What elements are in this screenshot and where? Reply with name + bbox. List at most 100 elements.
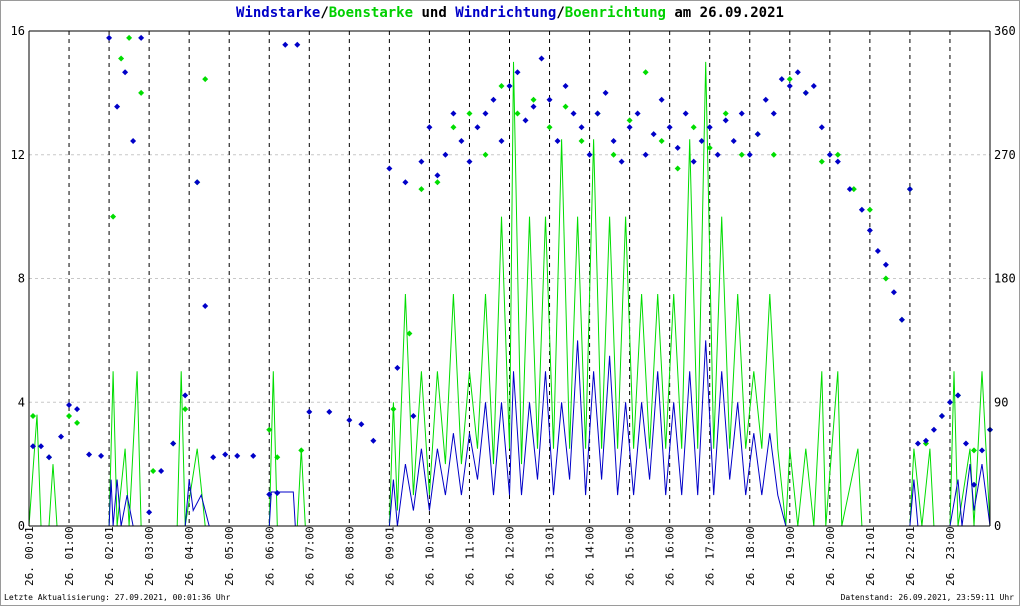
wind-direction-marker bbox=[970, 481, 977, 488]
wind-direction-marker bbox=[202, 303, 209, 309]
wind-direction-marker bbox=[514, 69, 521, 76]
y-left-tick-label: 0 bbox=[18, 519, 25, 533]
wind-direction-marker bbox=[194, 179, 201, 186]
gust-direction-marker bbox=[110, 213, 117, 220]
gust-direction-marker bbox=[834, 151, 841, 158]
wind-direction-marker bbox=[210, 454, 217, 461]
x-tick-label: 26. 11:00 bbox=[463, 526, 476, 586]
wind-direction-marker bbox=[46, 454, 53, 461]
gust-direction-marker bbox=[406, 330, 413, 337]
gust-direction-marker bbox=[66, 413, 73, 419]
y-right-tick-label: 0 bbox=[994, 519, 1001, 533]
wind-direction-marker bbox=[650, 131, 657, 138]
wind-direction-marker bbox=[938, 413, 945, 419]
x-tick-label: 26. 22:01 bbox=[904, 526, 917, 586]
wind-direction-marker bbox=[250, 452, 257, 459]
title-sep1: / bbox=[320, 5, 329, 21]
wind-direction-marker bbox=[146, 509, 153, 516]
gust-direction-marker bbox=[818, 158, 825, 165]
wind-direction-marker bbox=[626, 124, 633, 131]
wind-direction-marker bbox=[98, 452, 105, 459]
data-status-text: Datenstand: 26.09.2021, 23:59:11 Uhr bbox=[840, 593, 1014, 602]
grid-layer bbox=[29, 31, 990, 526]
gust-direction-marker bbox=[658, 138, 665, 144]
wind-direction-marker bbox=[818, 124, 825, 131]
x-tick-label: 26. 03:00 bbox=[143, 526, 156, 586]
wind-direction-marker bbox=[294, 41, 301, 48]
wind-direction-marker bbox=[266, 491, 273, 498]
gust-direction-marker bbox=[514, 110, 521, 117]
x-tick-label: 26. 18:00 bbox=[744, 526, 757, 586]
gust-direction-marker bbox=[150, 468, 157, 474]
wind-direction-marker bbox=[930, 426, 937, 433]
wind-direction-marker bbox=[410, 413, 417, 419]
gust-direction-marker bbox=[126, 34, 133, 41]
gust-direction-marker bbox=[30, 413, 37, 419]
wind-direction-marker bbox=[730, 138, 737, 144]
gust-direction-marker bbox=[690, 124, 697, 131]
wind-direction-marker bbox=[106, 34, 113, 41]
wind-direction-marker bbox=[546, 96, 553, 103]
wind-direction-marker bbox=[770, 110, 777, 117]
gust-direction-marker bbox=[642, 69, 649, 76]
wind-direction-marker bbox=[442, 151, 449, 158]
gust-direction-marker bbox=[562, 103, 569, 110]
wind-direction-marker bbox=[642, 151, 649, 158]
wind-direction-marker bbox=[122, 69, 129, 76]
wind-direction-marker bbox=[30, 443, 37, 450]
wind-direction-marker bbox=[578, 124, 585, 131]
x-tick-label: 26. 23:00 bbox=[944, 526, 957, 586]
x-tick-label: 26. 19:00 bbox=[784, 526, 797, 586]
gust-direction-marker bbox=[674, 165, 681, 172]
wind-direction-marker bbox=[170, 440, 177, 447]
wind-direction-marker bbox=[602, 89, 609, 96]
wind-direction-marker bbox=[282, 41, 289, 48]
wind-direction-marker bbox=[554, 138, 561, 144]
y-left-tick-label: 8 bbox=[18, 272, 25, 286]
wind-direction-marker bbox=[618, 158, 625, 165]
wind-direction-marker bbox=[482, 110, 489, 117]
title-boenrichtung: Boenrichtung bbox=[564, 5, 666, 21]
x-tick-label: 26. 17:00 bbox=[704, 526, 717, 586]
title-windrichtung: Windrichtung bbox=[455, 5, 557, 21]
x-tick-label: 26. 10:00 bbox=[423, 526, 436, 586]
wind-direction-marker bbox=[402, 179, 409, 186]
gust-direction-marker bbox=[266, 426, 273, 433]
gust-direction-marker bbox=[530, 96, 537, 103]
y-right-tick-label: 90 bbox=[994, 395, 1008, 409]
x-tick-label: 26. 01:00 bbox=[63, 526, 76, 586]
gust-direction-marker bbox=[866, 206, 873, 213]
wind-direction-marker bbox=[522, 117, 529, 124]
wind-direction-marker bbox=[418, 158, 425, 165]
title-und: und bbox=[413, 5, 456, 21]
wind-direction-marker bbox=[498, 138, 505, 144]
wind-direction-marker bbox=[810, 83, 817, 89]
wind-direction-marker bbox=[794, 69, 801, 76]
x-tick-label: 26. 02:01 bbox=[103, 526, 116, 586]
wind-direction-marker bbox=[38, 443, 45, 450]
last-update-text: Letzte Aktualisierung: 27.09.2021, 00:01… bbox=[4, 593, 231, 602]
x-tick-label: 26. 06:00 bbox=[263, 526, 276, 586]
wind-direction-marker bbox=[914, 440, 921, 447]
wind-direction-marker bbox=[762, 96, 769, 103]
wind-direction-marker bbox=[474, 124, 481, 131]
gust-speed-line bbox=[28, 61, 991, 527]
x-tick-label: 26. 09:01 bbox=[383, 526, 396, 586]
gust-direction-marker bbox=[970, 447, 977, 454]
wind-direction-marker bbox=[978, 447, 985, 454]
title-boenstarke: Boenstarke bbox=[328, 5, 414, 21]
wind-direction-marker bbox=[954, 392, 961, 399]
wind-direction-marker bbox=[846, 186, 853, 193]
y-right-tick-label: 360 bbox=[994, 24, 1016, 38]
wind-direction-marker bbox=[86, 451, 93, 458]
gust-direction-marker bbox=[434, 179, 441, 186]
wind-direction-marker bbox=[778, 76, 785, 83]
gust-direction-marker bbox=[138, 89, 145, 96]
wind-direction-marker bbox=[698, 138, 705, 144]
wind-direction-marker bbox=[346, 417, 353, 424]
y-left-tick-label: 4 bbox=[18, 395, 25, 409]
wind-direction-marker bbox=[58, 433, 65, 440]
wind-direction-marker bbox=[538, 55, 545, 62]
wind-direction-marker bbox=[610, 138, 617, 144]
